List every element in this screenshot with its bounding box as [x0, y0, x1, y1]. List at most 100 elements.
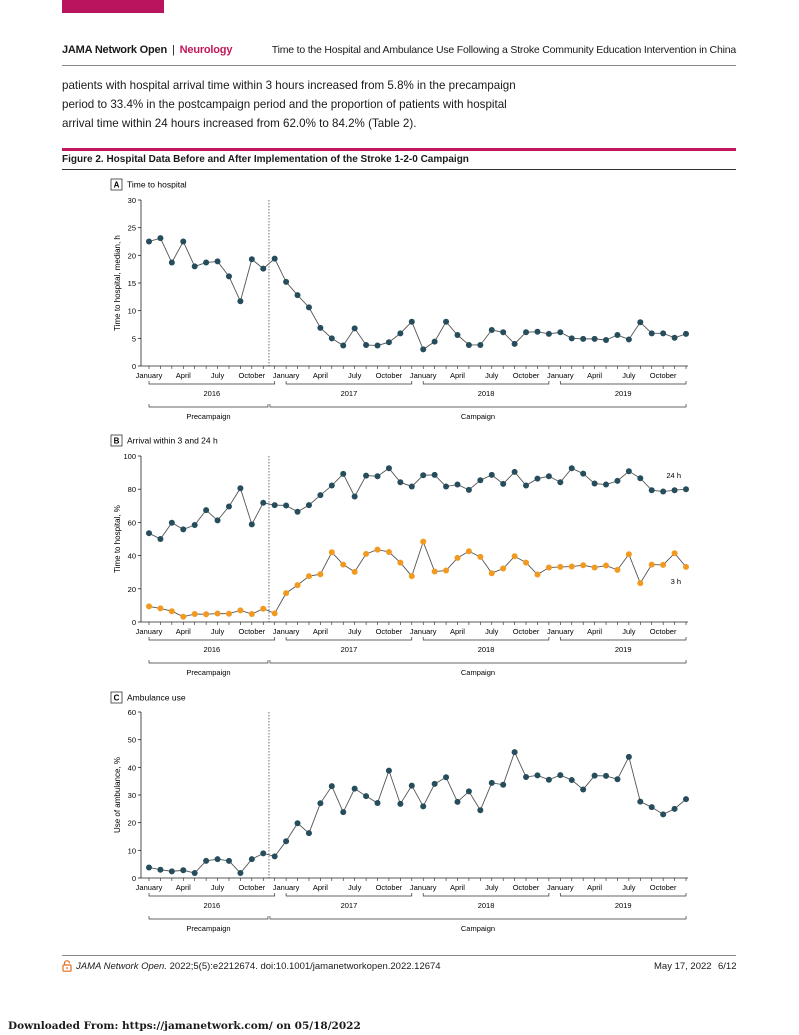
data-point: [443, 774, 450, 781]
x-tick-label: January: [410, 883, 437, 892]
data-point: [660, 488, 667, 495]
year-label: 2019: [615, 901, 632, 910]
data-point-3h: [191, 611, 198, 618]
data-point: [477, 341, 484, 348]
section-name[interactable]: Neurology: [179, 44, 233, 56]
data-point-3h: [271, 610, 278, 617]
data-point: [580, 470, 587, 477]
x-tick-label: April: [176, 883, 191, 892]
data-point: [168, 519, 175, 526]
data-point-3h: [420, 538, 427, 545]
data-point: [385, 465, 392, 472]
period-bracket: [148, 916, 269, 920]
brand-bar: [62, 0, 164, 13]
year-bracket: [559, 381, 687, 385]
data-point: [271, 255, 278, 262]
data-point: [225, 503, 232, 510]
data-point: [260, 850, 267, 857]
year-bracket: [422, 893, 550, 897]
year-bracket: [285, 893, 413, 897]
data-point: [660, 330, 667, 337]
year-bracket: [559, 637, 687, 641]
data-point-3h: [488, 570, 495, 577]
x-tick-label: October: [376, 883, 403, 892]
year-label: 2019: [615, 389, 632, 398]
y-tick-label: 20: [128, 585, 136, 594]
figure-panels: A Time to hospital 0 5 10 15 20 25 30 Time to hos…: [110, 178, 689, 933]
period-bracket: [148, 404, 269, 408]
data-point: [545, 330, 552, 337]
header-separator: |: [171, 44, 175, 56]
panel-title: Arrival within 3 and 24 h: [127, 436, 218, 446]
y-tick-label: 30: [128, 196, 136, 205]
data-point: [385, 767, 392, 774]
year-bracket: [422, 381, 550, 385]
data-point: [225, 273, 232, 280]
series-line: [148, 750, 687, 874]
data-point-3h: [397, 559, 404, 566]
data-point: [328, 783, 335, 790]
data-point: [363, 793, 370, 800]
data-point: [591, 335, 598, 342]
series-label: 24 h: [666, 471, 681, 480]
panel-letter-box: [110, 178, 123, 191]
x-tick-label: April: [587, 371, 602, 380]
data-point: [203, 857, 210, 864]
panel-letter: C: [114, 694, 120, 703]
series-label: 3 h: [671, 577, 681, 586]
data-point: [534, 475, 541, 482]
data-point: [683, 796, 689, 803]
data-point: [603, 772, 610, 779]
data-point-3h: [317, 571, 324, 578]
panel-letter: A: [114, 181, 120, 190]
data-point-3h: [180, 613, 187, 620]
data-point: [294, 820, 301, 827]
data-point: [557, 772, 564, 779]
data-point: [214, 856, 221, 863]
data-point-3h: [351, 568, 358, 575]
data-point: [191, 522, 198, 529]
data-point-3h: [545, 564, 552, 571]
data-point-3h: [500, 565, 507, 572]
data-point-3h: [534, 571, 541, 578]
x-tick-label: July: [622, 883, 636, 892]
data-point: [511, 749, 518, 756]
data-point-3h: [477, 553, 484, 560]
data-point-3h: [683, 563, 689, 570]
x-tick-label: July: [348, 627, 362, 636]
download-note[interactable]: Downloaded From: https://jamanetwork.com…: [8, 1020, 361, 1032]
x-tick-label: April: [313, 883, 328, 892]
data-point: [294, 508, 301, 515]
journal-title[interactable]: JAMA Network Open: [62, 44, 167, 56]
figure-title-rule: [62, 169, 736, 170]
data-point: [168, 259, 175, 266]
data-point: [305, 502, 312, 509]
header-rule: [62, 65, 736, 66]
data-point-3h: [157, 605, 164, 612]
data-point: [454, 798, 461, 805]
y-tick-label: 15: [128, 279, 136, 288]
data-point: [146, 864, 152, 871]
x-tick-label: January: [547, 371, 574, 380]
data-point: [671, 487, 678, 494]
data-point: [465, 341, 472, 348]
data-point: [248, 856, 255, 863]
x-tick-label: April: [587, 883, 602, 892]
citation-details[interactable]: 2022;5(5):e2212674. doi:10.1001/jamanetw…: [169, 961, 441, 972]
year-label: 2017: [341, 389, 358, 398]
data-point: [625, 468, 632, 475]
period-label: Campaign: [461, 668, 495, 677]
data-point: [397, 800, 404, 807]
y-tick-label: 20: [128, 819, 136, 828]
year-label: 2017: [341, 901, 358, 910]
data-point: [431, 471, 438, 478]
data-point: [157, 536, 164, 542]
data-point: [146, 238, 152, 245]
series-line: [148, 237, 687, 351]
y-tick-label: 0: [132, 874, 136, 883]
data-point-3h: [614, 566, 621, 573]
data-point: [625, 336, 632, 343]
x-tick-label: July: [211, 371, 225, 380]
data-point: [203, 507, 210, 514]
data-point-3h: [146, 603, 152, 610]
